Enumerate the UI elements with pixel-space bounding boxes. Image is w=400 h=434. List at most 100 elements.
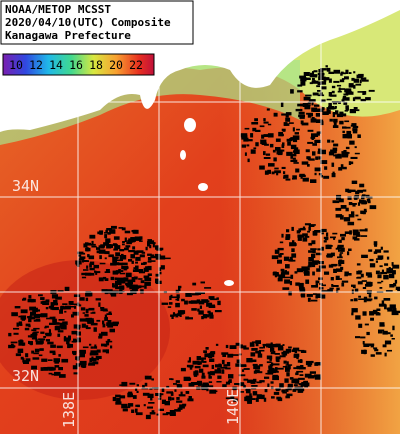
cloud-speck [343,136,348,139]
cloud-speck [119,286,125,290]
cloud-speck [301,122,309,126]
cloud-speck [131,277,135,281]
cloud-speck [120,280,126,284]
cloud-speck [283,350,290,354]
cloud-speck [294,147,299,150]
cloud-speck [89,343,92,346]
cloud-speck [40,367,44,371]
cloud-speck [255,342,259,347]
cloud-speck [320,121,324,126]
cloud-speck [308,224,315,227]
cloud-speck [379,287,383,289]
cloud-speck [115,252,121,257]
cloud-speck [311,264,316,268]
cloud-speck [290,259,296,262]
cloud-speck [277,277,283,282]
cloud-speck [59,309,63,314]
cloud-speck [259,125,265,128]
cloud-speck [68,301,74,305]
cloud-speck [333,237,336,240]
cloud-speck [352,125,359,128]
cloud-speck [243,385,246,389]
cloud-speck [102,349,107,353]
cloud-speck [303,96,311,101]
cloud-speck [365,272,372,276]
cloud-speck [361,79,369,82]
cloud-speck [147,260,152,263]
cloud-speck [384,340,392,345]
cloud-speck [263,151,266,156]
cloud-speck [207,310,211,314]
cloud-speck [131,409,135,413]
cloud-speck [373,251,378,254]
cloud-speck [123,277,129,282]
cloud-speck [312,260,319,264]
cloud-speck [260,394,265,400]
cloud-speck [253,147,257,150]
cloud-speck [262,345,265,349]
cloud-speck [20,356,24,360]
cloud-speck [297,103,304,107]
cloud-speck [79,256,86,259]
cloud-speck [369,205,377,210]
cloud-speck [62,303,68,305]
cloud-speck [76,326,81,330]
cloud-speck [331,90,335,94]
cloud-speck [336,268,343,272]
cloud-speck [228,379,232,383]
cloud-speck [23,360,29,364]
cloud-speck [209,376,212,379]
cloud-speck [202,364,209,368]
cloud-speck [256,371,263,374]
cloud-speck [126,241,132,245]
cloud-speck [41,358,48,362]
cloud-speck [149,387,153,390]
cloud-speck [285,264,290,269]
cloud-speck [300,81,306,86]
cloud-speck [300,350,307,353]
cloud-speck [140,289,144,294]
cloud-speck [395,286,400,290]
cloud-speck [352,97,356,102]
cloud-speck [308,227,311,231]
cloud-speck [305,104,311,106]
cloud-speck [121,227,126,231]
cloud-speck [331,263,338,266]
cloud-speck [147,242,151,247]
cloud-speck [352,109,360,112]
cloud-speck [252,391,258,396]
cloud-speck [326,232,329,237]
cloud-speck [256,395,262,399]
cloud-speck [151,378,154,381]
cloud-speck [79,297,85,301]
cloud-speck [225,397,232,400]
cloud-speck [33,327,40,330]
cloud-speck [333,268,337,273]
cloud-speck [355,190,360,195]
cloud-speck [201,387,207,391]
cloud-speck [109,229,116,234]
cloud-speck [274,353,280,355]
cloud-speck [385,290,393,292]
cloud-speck [214,310,222,313]
cloud-speck [280,268,285,272]
cloud-speck [18,315,23,318]
cloud-speck [188,396,192,399]
cloud-speck [305,360,313,366]
cloud-speck [386,256,390,260]
cloud-speck [348,72,352,74]
cloud-speck [241,135,248,140]
cloud-speck [73,338,77,343]
cloud-speck [314,376,321,380]
cloud-speck [166,412,170,415]
cloud-speck [300,359,303,363]
cloud-speck [297,234,305,238]
cloud-speck [316,119,321,123]
cloud-speck [307,101,311,105]
cloud-speck [180,367,186,372]
cloud-speck [206,388,209,392]
cloud-speck [300,365,304,368]
cloud-speck [336,195,341,200]
cloud-speck [199,300,205,303]
cloud-speck [388,270,391,273]
